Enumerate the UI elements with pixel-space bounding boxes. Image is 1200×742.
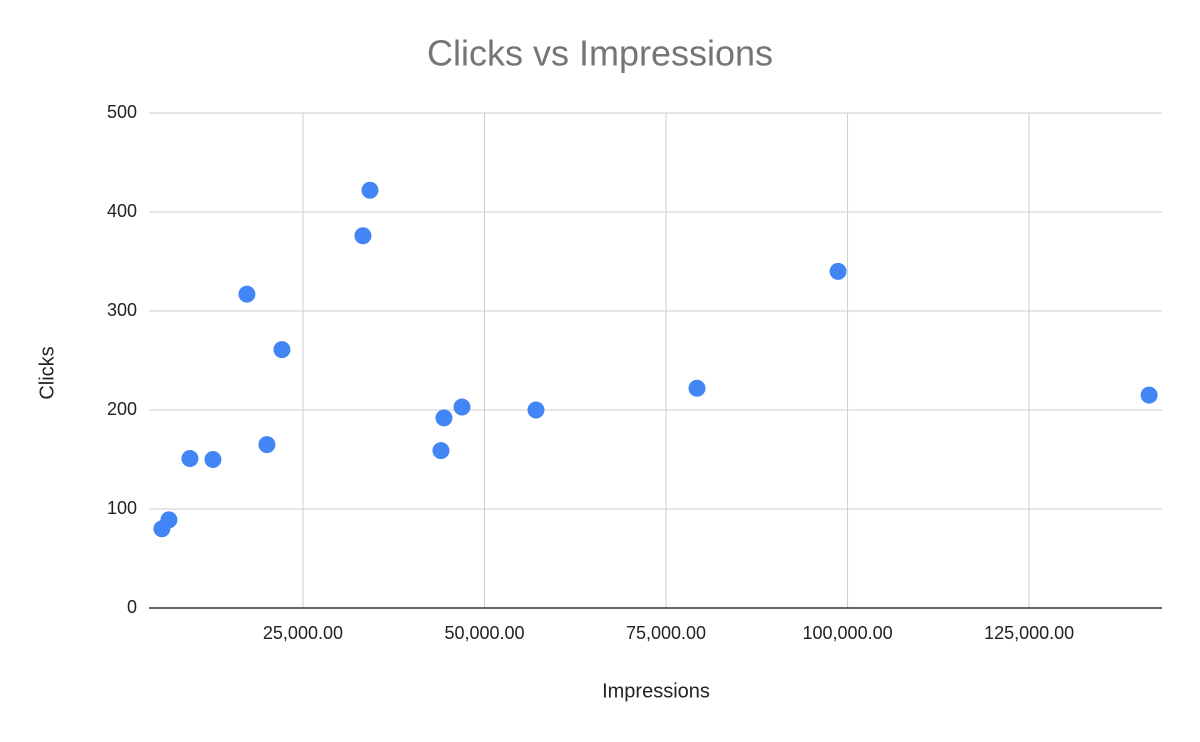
point bbox=[527, 401, 545, 419]
x-tick-label: 75,000.00 bbox=[626, 623, 706, 643]
y-axis-label: Clicks bbox=[36, 346, 58, 399]
point bbox=[435, 409, 453, 427]
y-tick-label: 100 bbox=[107, 498, 137, 518]
point bbox=[258, 436, 276, 454]
point bbox=[181, 450, 199, 468]
y-tick-label: 300 bbox=[107, 300, 137, 320]
y-tick-label: 0 bbox=[127, 597, 137, 617]
chart-title: Clicks vs Impressions bbox=[427, 33, 773, 74]
x-tick-label: 25,000.00 bbox=[263, 623, 343, 643]
x-tick-label: 50,000.00 bbox=[444, 623, 524, 643]
point bbox=[432, 442, 450, 460]
point bbox=[160, 511, 178, 529]
x-axis-label: Impressions bbox=[602, 680, 710, 702]
point bbox=[273, 341, 291, 359]
point bbox=[204, 451, 222, 468]
y-tick-label: 500 bbox=[107, 102, 137, 122]
point bbox=[453, 398, 471, 416]
y-tick-label: 200 bbox=[107, 399, 137, 419]
point bbox=[688, 379, 706, 397]
point bbox=[829, 262, 847, 280]
x-tick-label: 100,000.00 bbox=[803, 623, 893, 643]
point bbox=[354, 227, 372, 245]
x-tick-label: 125,000.00 bbox=[984, 623, 1074, 643]
point bbox=[238, 285, 256, 303]
point bbox=[1140, 386, 1158, 404]
point bbox=[361, 181, 379, 199]
y-tick-label: 400 bbox=[107, 201, 137, 221]
